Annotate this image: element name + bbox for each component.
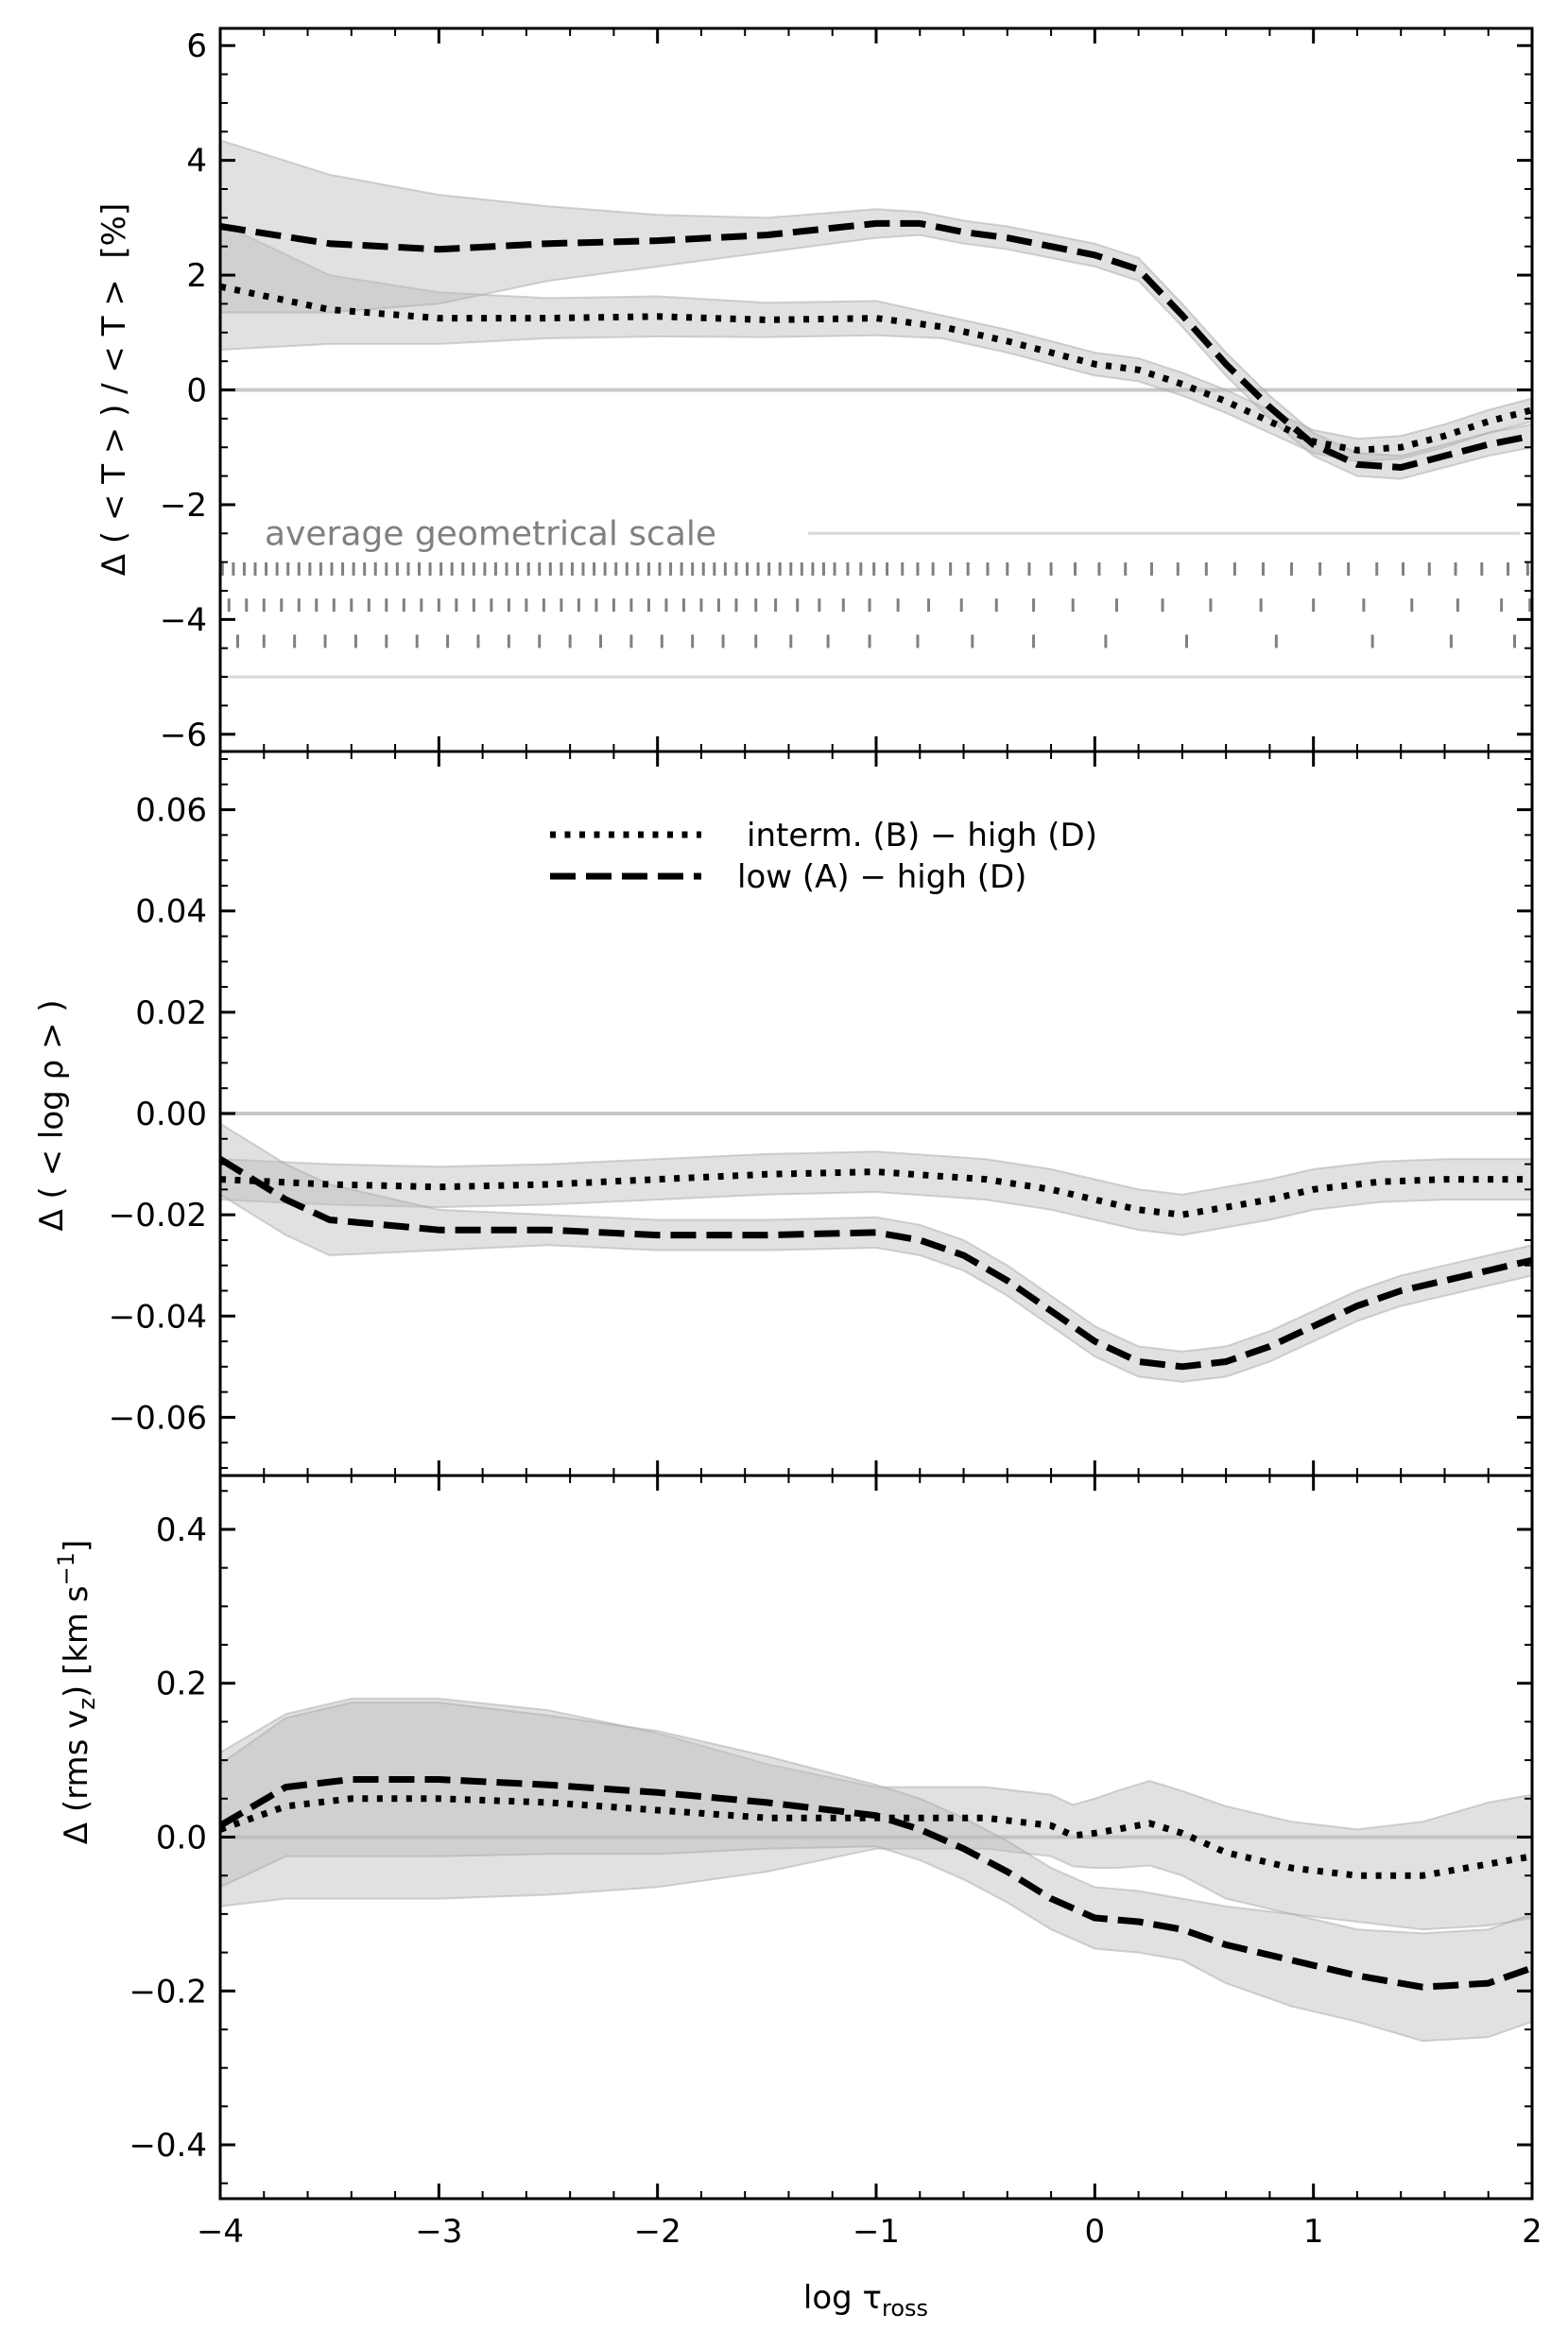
y-tick-label: −6 <box>160 717 207 754</box>
y-tick-label: −4 <box>160 601 207 639</box>
y-tick-label: 0.2 <box>156 1666 207 1703</box>
y-axis-label-velocity: Δ (rms vz) [km s−1] <box>53 1540 100 1844</box>
velocity-panel: −0.4 −0.2 0.0 0.2 0.4 <box>129 1474 1534 2201</box>
series-line-dotted <box>218 1795 1533 1879</box>
y-tick-label: 0.4 <box>156 1511 207 1549</box>
y-tick-label: −0.06 <box>109 1399 207 1437</box>
x-axis: −4 −3 −2 −1 0 1 2 <box>197 2213 1542 2251</box>
legend-label-low: low (A) − high (D) <box>737 858 1026 896</box>
x-tick-label: 1 <box>1303 2213 1324 2251</box>
y-axis-label-temperature: Δ ( < T > ) / < T > [%] <box>95 203 133 576</box>
y-tick-label: −2 <box>160 487 207 525</box>
y-tick-label: −0.4 <box>129 2127 207 2165</box>
y-tick-label: 2 <box>186 257 207 295</box>
y-tick-label: 0 <box>186 372 207 410</box>
series-line-dotted <box>219 1168 1532 1218</box>
density-panel: −0.06 −0.04 −0.02 0.00 0.02 0.04 0.06 <box>109 750 1534 1477</box>
x-tick-label: −2 <box>634 2213 681 2251</box>
y-tick-label: 0.04 <box>135 893 207 931</box>
legend: interm. (B) − high (D) low (A) − high (D… <box>550 817 1097 896</box>
series-line-dashed <box>218 1156 1533 1371</box>
y-tick-label: 4 <box>186 143 207 181</box>
y-tick-label: 0.0 <box>156 1820 207 1857</box>
x-tick-label: −3 <box>415 2213 462 2251</box>
y-tick-label: 6 <box>186 27 207 65</box>
series-line-dashed <box>218 1776 1534 1991</box>
y-axis-label-density: Δ ( < log ρ > ) <box>33 999 71 1231</box>
scale-label: average geometrical scale <box>265 514 716 553</box>
legend-label-interm: interm. (B) − high (D) <box>747 817 1097 855</box>
y-tick-label: 0.00 <box>135 1096 207 1133</box>
y-tick-label: 0.02 <box>135 994 207 1032</box>
x-axis-label: log τross <box>803 2279 928 2322</box>
x-tick-label: 0 <box>1085 2213 1106 2251</box>
y-tick-label: −0.02 <box>109 1197 207 1235</box>
series-line-dotted <box>219 283 1533 454</box>
y-tick-label: −0.2 <box>129 1973 207 2011</box>
series-line-dashed <box>219 219 1533 471</box>
temperature-panel: average geometrical scale −6 −4 −2 0 2 4 6 <box>160 26 1534 754</box>
x-tick-label: −4 <box>197 2213 244 2251</box>
x-tick-label: 2 <box>1522 2213 1542 2251</box>
y-tick-label: 0.06 <box>135 792 207 830</box>
x-tick-label: −1 <box>853 2213 900 2251</box>
y-tick-label: −0.04 <box>109 1298 207 1336</box>
